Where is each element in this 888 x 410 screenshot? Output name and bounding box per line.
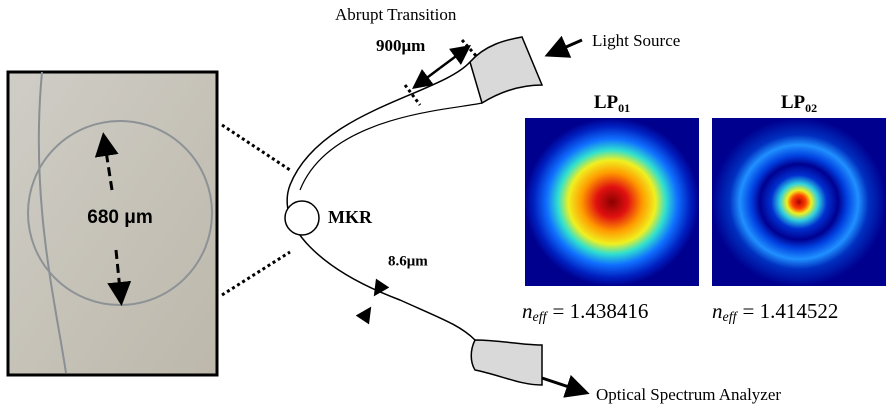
arrow: [542, 378, 584, 392]
mode-title: LP01: [594, 92, 630, 114]
mode-image: [525, 118, 699, 286]
taper: [471, 340, 542, 385]
diagram: 680 μm MKR Abrupt Transition 900μm 8.6μm…: [0, 0, 888, 410]
mode-name: LP: [781, 92, 806, 113]
fiber: [300, 103, 482, 190]
mode-image: [712, 118, 886, 286]
bracket: [405, 85, 420, 105]
arrow: [363, 310, 369, 319]
ring-diameter: 680 μm: [87, 207, 153, 228]
neff: neff = 1.414522: [712, 299, 838, 325]
analyzer: Optical Spectrum Analyzer: [596, 385, 781, 404]
mode-index: 01: [618, 101, 630, 115]
neff-sub: eff: [723, 310, 739, 325]
taper-length: 900μm: [376, 36, 425, 55]
fiber: [287, 62, 475, 340]
fiber-diameter: 8.6μm: [388, 253, 428, 269]
neff-value: = 1.414522: [743, 299, 839, 323]
abrupt-transition: Abrupt Transition: [335, 5, 457, 24]
zoom-line: [222, 252, 290, 295]
zoom-line: [222, 125, 290, 170]
taper: [470, 37, 542, 103]
mode-title: LP02: [781, 92, 817, 114]
mode-name: LP: [594, 92, 619, 113]
light-source: Light Source: [592, 31, 680, 50]
arrow: [550, 40, 582, 54]
mkr-label: MKR: [328, 207, 373, 227]
neff-value: = 1.438416: [553, 299, 649, 323]
neff-symbol: n: [712, 299, 723, 323]
neff-symbol: n: [522, 299, 533, 323]
mkr-ring: [285, 201, 319, 235]
neff: neff = 1.438416: [522, 299, 648, 325]
neff-sub: eff: [533, 310, 549, 325]
arrow: [440, 48, 467, 68]
mode-index: 02: [805, 101, 817, 115]
